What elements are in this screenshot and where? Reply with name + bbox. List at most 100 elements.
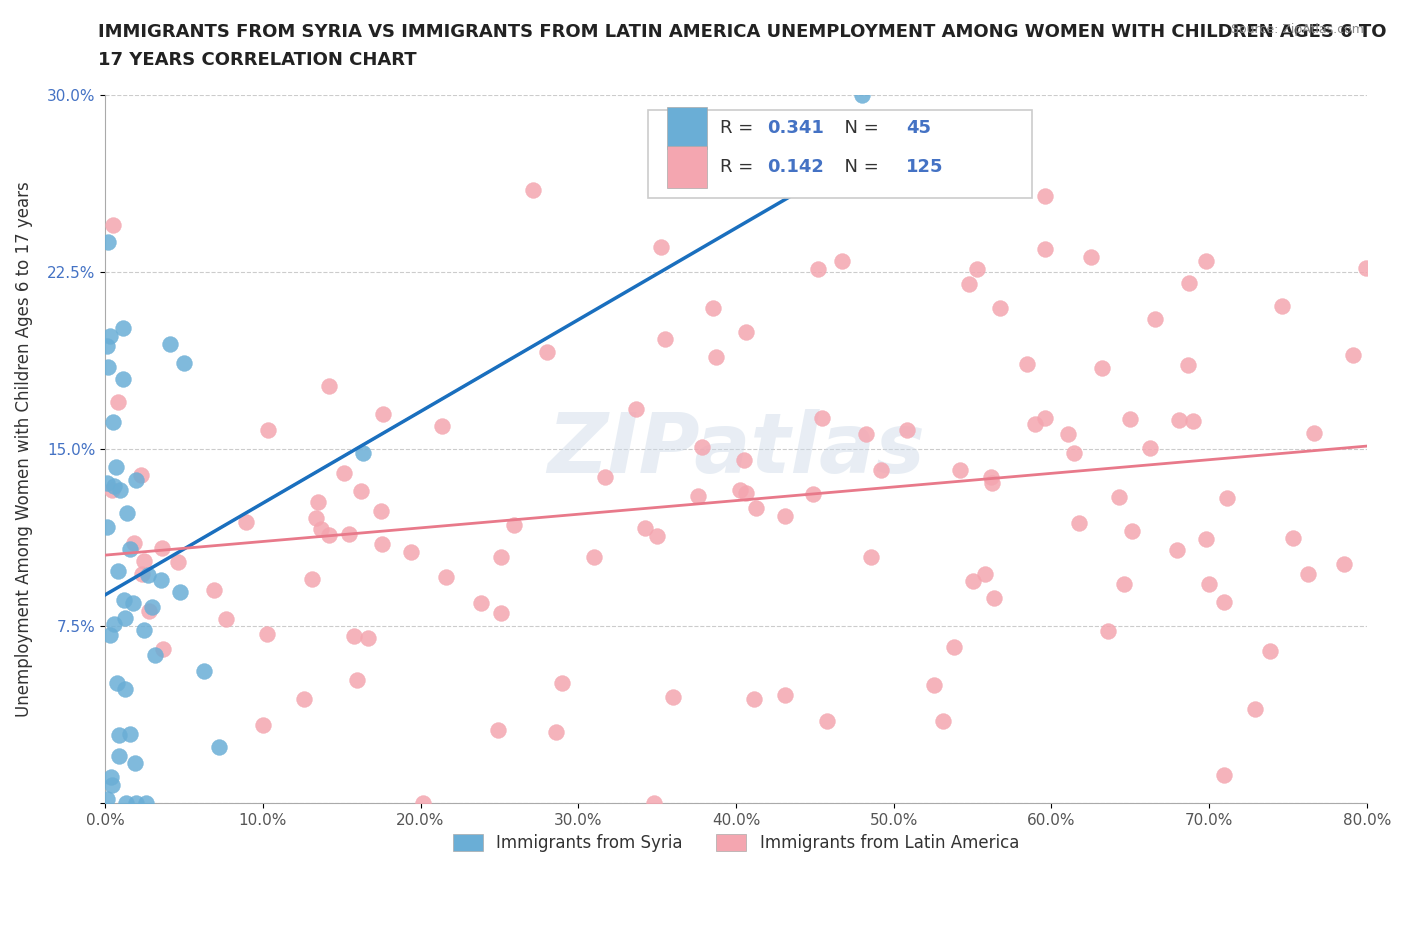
Point: [136, 567, 159, 582]
Point: [624, 402, 647, 417]
Point: [98, 627, 121, 642]
Point: [733, 452, 755, 467]
Text: R =: R =: [720, 158, 759, 176]
Point: [1168, 412, 1191, 427]
Point: [235, 514, 257, 529]
Point: [399, 544, 422, 559]
Point: [332, 466, 354, 481]
Point: [132, 553, 155, 568]
Point: [141, 600, 163, 615]
Point: [318, 528, 340, 543]
Point: [1017, 356, 1039, 371]
Point: [1091, 361, 1114, 376]
Point: [1114, 577, 1136, 591]
Point: [114, 796, 136, 811]
Point: [690, 440, 713, 455]
FancyBboxPatch shape: [648, 110, 1032, 198]
Point: [470, 596, 492, 611]
Point: [983, 591, 1005, 605]
Point: [131, 567, 153, 582]
Point: [1178, 275, 1201, 290]
Point: [138, 604, 160, 618]
Point: [582, 549, 605, 564]
Point: [96, 791, 118, 806]
Point: [735, 325, 758, 339]
Point: [1166, 543, 1188, 558]
Legend: Immigrants from Syria, Immigrants from Latin America: Immigrants from Syria, Immigrants from L…: [446, 827, 1025, 858]
Point: [114, 610, 136, 625]
Point: [352, 445, 374, 460]
Point: [257, 422, 280, 437]
Text: ZIPatlas: ZIPatlas: [547, 409, 925, 490]
Point: [831, 253, 853, 268]
Point: [1355, 260, 1378, 275]
Point: [107, 564, 129, 578]
Point: [593, 470, 616, 485]
Point: [522, 182, 544, 197]
Point: [551, 676, 574, 691]
Point: [744, 692, 766, 707]
Point: [96, 475, 118, 490]
Point: [1282, 531, 1305, 546]
Point: [318, 379, 340, 393]
Point: [215, 612, 238, 627]
Text: 125: 125: [907, 158, 943, 176]
Point: [1213, 768, 1236, 783]
Point: [357, 631, 380, 645]
Point: [118, 726, 141, 741]
Point: [1198, 577, 1220, 591]
Point: [801, 486, 824, 501]
Point: [702, 300, 724, 315]
Point: [647, 528, 669, 543]
Point: [108, 483, 131, 498]
Point: [686, 488, 709, 503]
Point: [1033, 188, 1056, 203]
Point: [1341, 348, 1364, 363]
Point: [1195, 531, 1218, 546]
Point: [807, 261, 830, 276]
Point: [107, 394, 129, 409]
Point: [633, 521, 655, 536]
Point: [122, 535, 145, 550]
Point: [745, 500, 768, 515]
Point: [654, 332, 676, 347]
Point: [103, 617, 125, 631]
Point: [370, 537, 392, 551]
Point: [122, 595, 145, 610]
Point: [1097, 624, 1119, 639]
Point: [486, 723, 509, 737]
Point: [114, 682, 136, 697]
Point: [202, 583, 225, 598]
Point: [1069, 515, 1091, 530]
Point: [943, 640, 966, 655]
Point: [108, 749, 131, 764]
Point: [1296, 566, 1319, 581]
Point: [100, 769, 122, 784]
Point: [773, 688, 796, 703]
Point: [98, 328, 121, 343]
Point: [1139, 440, 1161, 455]
Point: [159, 337, 181, 352]
Point: [373, 406, 395, 421]
Point: [980, 476, 1002, 491]
Point: [120, 542, 142, 557]
Point: [1244, 701, 1267, 716]
Point: [111, 372, 134, 387]
Point: [502, 518, 524, 533]
Point: [337, 526, 360, 541]
Point: [1271, 299, 1294, 313]
Point: [152, 641, 174, 656]
Point: [870, 463, 893, 478]
Point: [97, 360, 120, 375]
Point: [430, 418, 453, 433]
Point: [97, 234, 120, 249]
Point: [730, 483, 752, 498]
Point: [924, 678, 946, 693]
Point: [103, 479, 125, 494]
Point: [124, 756, 146, 771]
Point: [1333, 557, 1355, 572]
Point: [773, 509, 796, 524]
Point: [1080, 249, 1102, 264]
Point: [412, 796, 434, 811]
Point: [1181, 413, 1204, 428]
